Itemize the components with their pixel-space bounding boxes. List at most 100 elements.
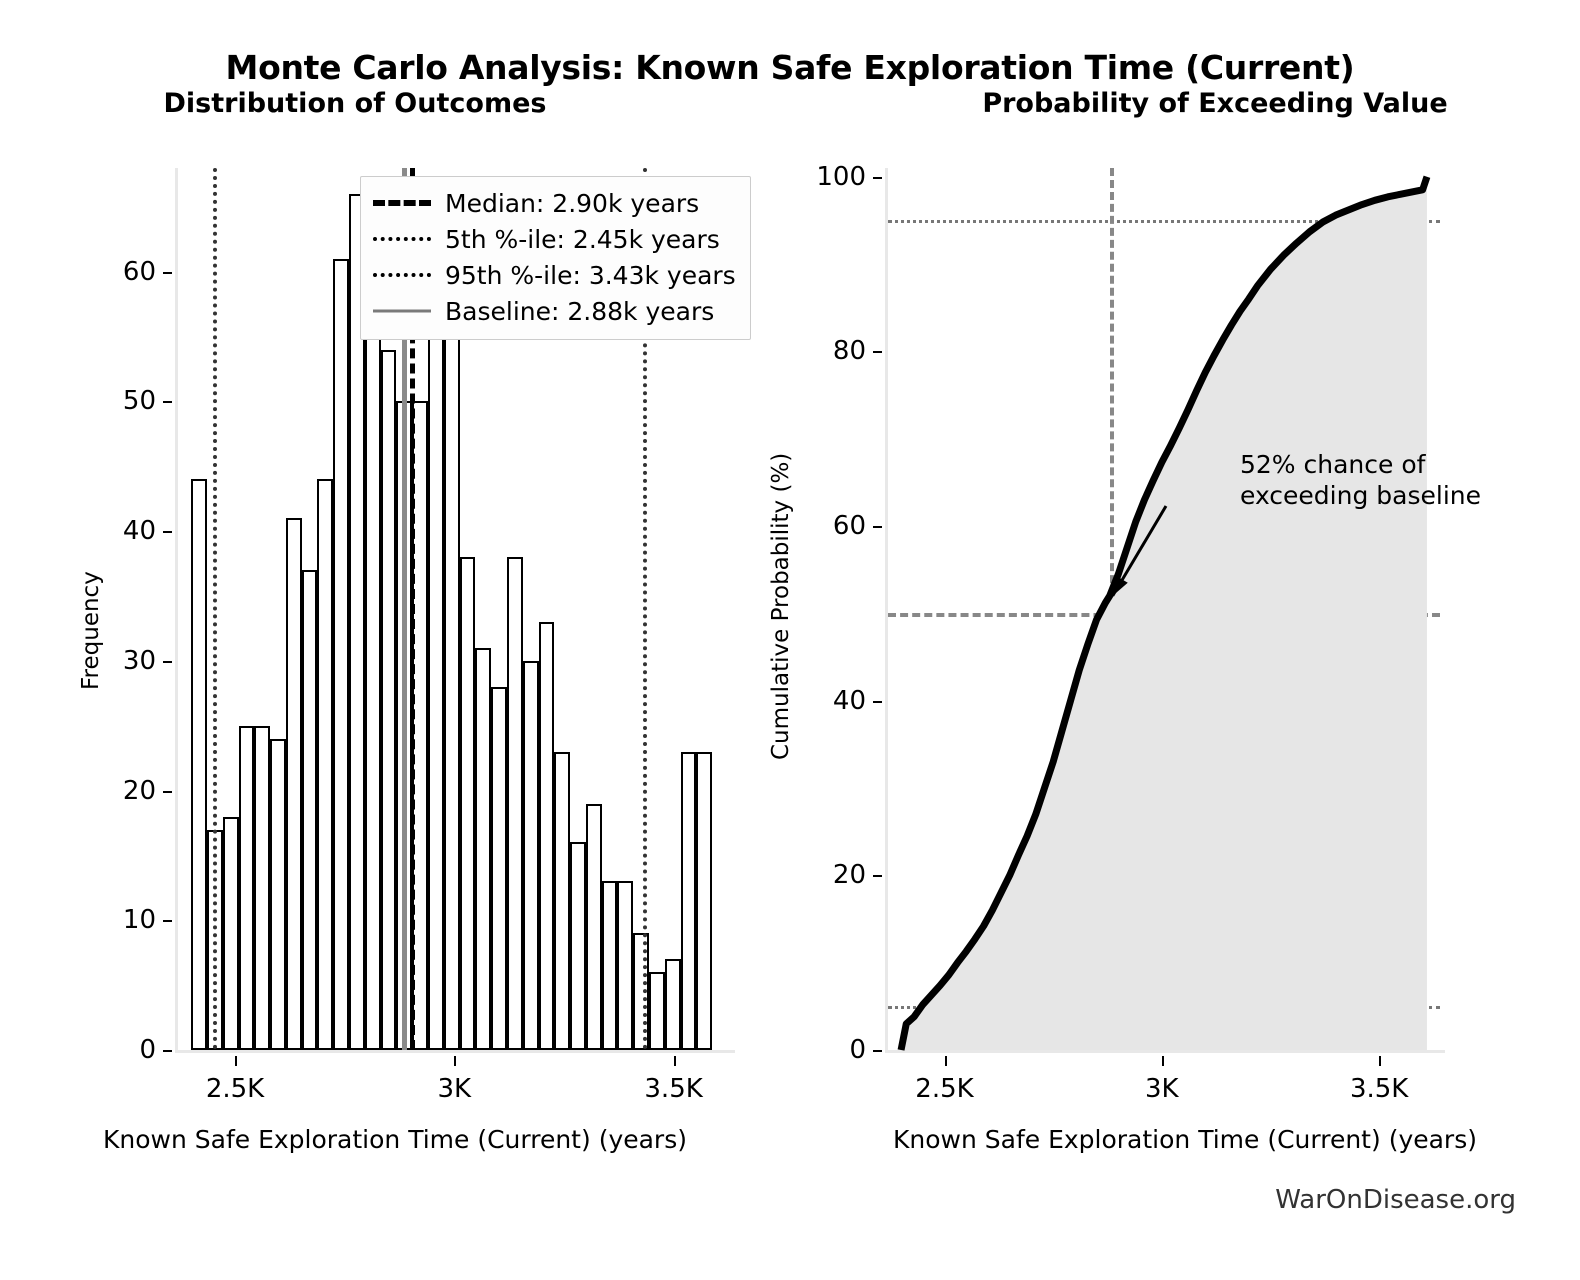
histogram-bar [664,959,681,1050]
cdf-x-tick-label: 3K [1145,1074,1179,1104]
legend-label-p5: 5th %-ile: 2.45k years [445,224,720,254]
histogram-y-tick-label: 30 [122,645,156,676]
legend-item-baseline: Baseline: 2.88k years [373,293,736,329]
histogram-bar [680,751,697,1050]
histogram-bar [301,570,318,1050]
histogram-y-tick-label: 60 [122,256,156,287]
cdf-y-tick-label: 40 [832,685,866,716]
bottom-axis-spine-left [175,1050,735,1053]
cdf-annotation-text: 52% chance of exceeding baseline [1240,450,1481,511]
left-axis-spine [175,168,178,1050]
histogram-x-tick [235,1056,238,1066]
cdf-refline-p95_horizontal [888,220,1440,224]
histogram-y-tick [163,1050,172,1052]
right-axis-spine [885,168,888,1050]
histogram-marker-median [410,168,416,1050]
panel-exceedance: Probability of Exceeding Value [790,0,1580,1280]
histogram-y-tick [163,271,172,274]
histogram-x-tick [454,1056,457,1066]
histogram-y-tick-label: 20 [122,775,156,806]
cdf-x-tick-label: 2.5K [915,1074,974,1104]
histogram-bar [585,803,602,1050]
histogram-y-tick [163,660,172,663]
cdf-y-tick [873,526,882,529]
legend-item-median: Median: 2.90k years [373,185,736,221]
histogram-y-tick-label: 50 [122,386,156,417]
cdf-refline-median_horizontal [888,613,1440,618]
cdf-curve-svg [888,168,1440,1050]
histogram-bar [491,686,507,1050]
cdf-y-axis-label: Cumulative Probability (%) [768,452,794,760]
annotation-arrowhead [1112,576,1128,596]
annotation-leader-line [1111,505,1168,597]
histogram-bar [601,881,618,1050]
cdf-annotation-line1: 52% chance of [1240,450,1426,479]
histogram-y-tick-label: 10 [122,905,156,936]
histogram-bar [285,518,302,1050]
histogram-bar [554,751,571,1050]
legend-key-solid-icon [373,301,431,321]
cdf-y-tick [873,700,882,703]
figure-title: Monte Carlo Analysis: Known Safe Explora… [225,48,1355,87]
histogram-x-tick-label: 2.5K [205,1074,265,1104]
cdf-y-tick [873,875,882,878]
panel-distribution: Distribution of Outcomes 0 10 20 30 40 50 60 2… [78,88,751,1154]
cdf-refline-p5_horizontal [888,1006,1440,1010]
legend-label-median: Median: 2.90k years [445,188,700,218]
histogram-bar [222,816,239,1050]
histogram-bar [270,738,286,1050]
annotation-arrow-svg [1111,505,1168,597]
legend-item-p95: 95th %-ile: 3.43k years [373,257,736,293]
cdf-y-tick [873,351,882,354]
histogram-bar [522,660,539,1050]
histogram-marker-p5 [213,168,218,1050]
histogram-y-axis-label: Frequency [78,571,104,690]
cdf-y-tick-label: 20 [832,860,866,891]
bottom-axis-spine-right [885,1050,1445,1053]
cdf-x-tick [1379,1056,1382,1066]
histogram-plot-area: 0 10 20 30 40 50 60 2.5K 3K 3.5K Median: 2.90k y… [123,168,751,1102]
cdf-y-tick-label: 80 [832,336,866,367]
histogram-bar [538,621,555,1050]
cdf-annotation-line2: exceeding baseline [1240,480,1481,510]
cdf-y-tick-label: 100 [816,161,866,192]
histogram-marker-baseline [401,168,407,1050]
cdf-y-tick [873,176,882,179]
histogram-bar [380,349,397,1050]
histogram-y-tick [163,790,172,793]
histogram-bar [349,193,365,1050]
histogram-bar [459,557,476,1050]
histogram-legend: Median: 2.90k years 5th %-ile: 2.45k yea… [360,176,751,340]
legend-label-p95: 95th %-ile: 3.43k years [445,260,736,290]
left-panel-subtitle: Distribution of Outcomes [163,88,547,119]
right-panel-subtitle: Probability of Exceeding Value [982,88,1448,119]
histogram-y-tick-label: 0 [139,1035,156,1065]
legend-key-dotted2-icon [373,265,431,285]
legend-key-dotted-icon [373,229,431,249]
histogram-x-tick-label: 3.5K [644,1074,703,1104]
histogram-y-tick [163,920,172,923]
histogram-bar [570,842,586,1050]
cdf-y-tick [873,1050,882,1052]
histogram-bar [475,647,492,1050]
cdf-y-tick-label: 60 [832,511,866,542]
histogram-x-axis-label: Known Safe Exploration Time (Current) (y… [102,1125,687,1154]
legend-key-dashed-icon [373,193,431,213]
histogram-bar [238,725,255,1050]
cdf-x-tick-label: 3.5K [1349,1074,1409,1104]
histogram-bar [506,557,523,1050]
footer-attribution: WarOnDisease.org [1275,1185,1516,1215]
histogram-x-tick [673,1056,676,1066]
cdf-plot-area: 0 20 40 60 80 100 2.5K 3K 3.5K 52% chance of ex… [816,164,1481,1102]
cdf-x-tick [944,1056,947,1066]
histogram-bar [333,258,350,1050]
histogram-bar [254,725,271,1050]
cdf-x-tick [1161,1056,1164,1066]
cdf-y-tick-label: 0 [849,1035,866,1065]
histogram-bar [696,751,713,1050]
cdf-x-axis-label: Known Safe Exploration Time (Current) (y… [892,1125,1477,1154]
histogram-y-tick [163,401,172,404]
legend-label-baseline: Baseline: 2.88k years [445,296,715,326]
histogram-marker-p95 [642,168,647,1050]
legend-item-p5: 5th %-ile: 2.45k years [373,221,736,257]
